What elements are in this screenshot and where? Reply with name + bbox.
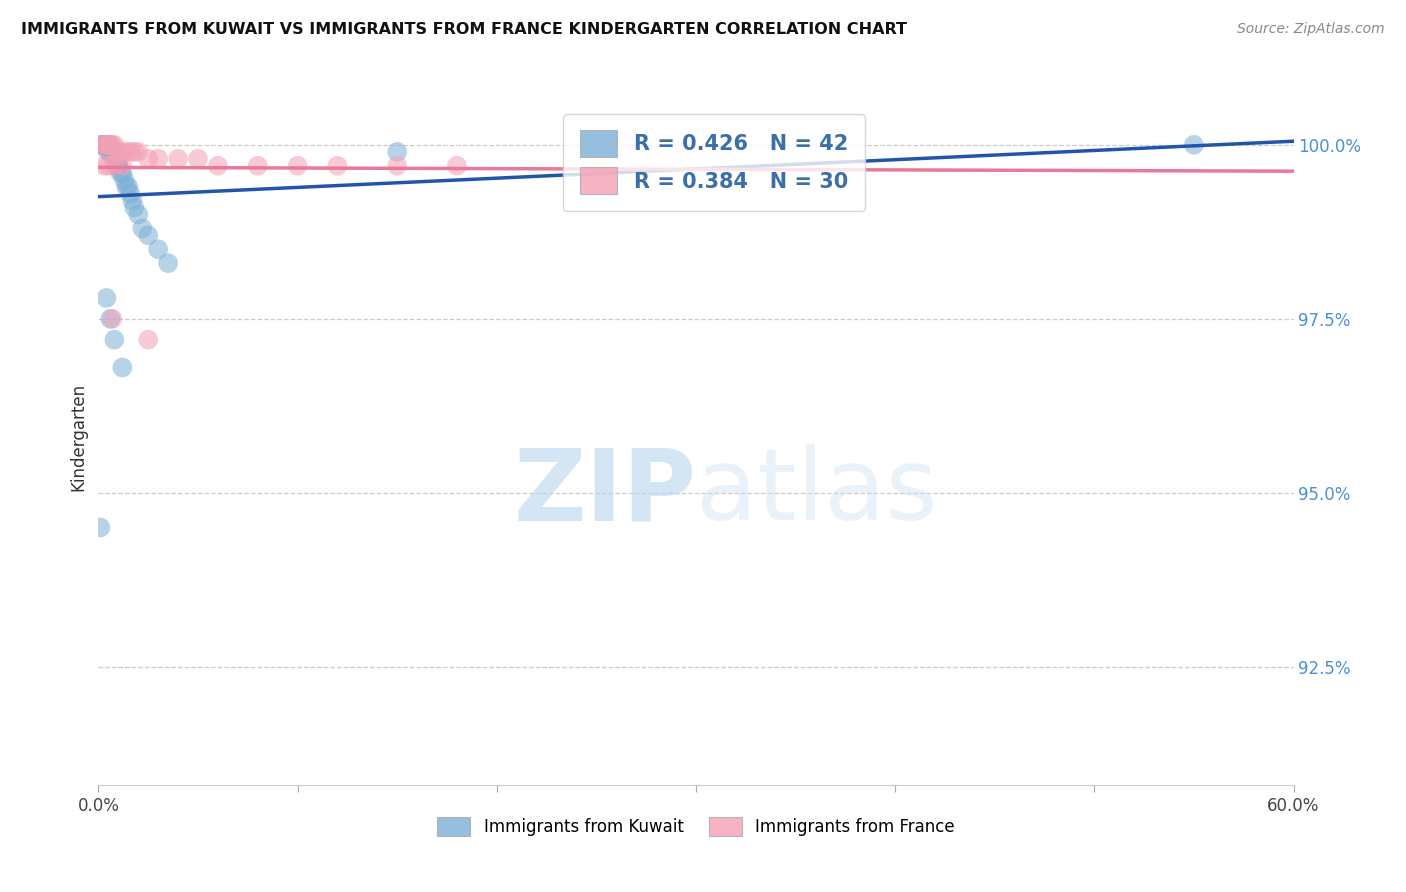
Point bbox=[91, 137, 114, 152]
Point bbox=[111, 166, 134, 180]
Point bbox=[97, 137, 120, 152]
Point bbox=[287, 159, 309, 173]
Point bbox=[124, 145, 146, 159]
Point bbox=[187, 152, 209, 166]
Point bbox=[121, 194, 143, 208]
Point bbox=[103, 333, 125, 347]
Point bbox=[101, 145, 124, 159]
Point bbox=[93, 137, 115, 152]
Point bbox=[107, 145, 129, 159]
Point bbox=[115, 179, 138, 194]
Point bbox=[124, 201, 146, 215]
Point bbox=[101, 311, 124, 326]
Point bbox=[148, 242, 170, 256]
Point bbox=[97, 137, 120, 152]
Point bbox=[148, 152, 170, 166]
Point bbox=[115, 145, 138, 159]
Point bbox=[111, 159, 134, 173]
Point bbox=[96, 137, 118, 152]
Point bbox=[103, 152, 125, 166]
Point bbox=[446, 159, 468, 173]
Point bbox=[89, 520, 111, 534]
Point bbox=[96, 291, 118, 305]
Point bbox=[111, 360, 134, 375]
Point bbox=[103, 145, 125, 159]
Point bbox=[101, 145, 124, 159]
Point bbox=[136, 333, 159, 347]
Point bbox=[326, 159, 349, 173]
Point bbox=[97, 159, 120, 173]
Point bbox=[96, 137, 118, 152]
Point bbox=[111, 145, 134, 159]
Point bbox=[117, 179, 139, 194]
Point bbox=[105, 159, 128, 173]
Point bbox=[96, 137, 118, 152]
Point bbox=[97, 137, 120, 152]
Text: IMMIGRANTS FROM KUWAIT VS IMMIGRANTS FROM FRANCE KINDERGARTEN CORRELATION CHART: IMMIGRANTS FROM KUWAIT VS IMMIGRANTS FRO… bbox=[21, 22, 907, 37]
Point bbox=[136, 152, 159, 166]
Point bbox=[101, 137, 124, 152]
Point bbox=[105, 145, 128, 159]
Point bbox=[110, 166, 132, 180]
Point bbox=[157, 256, 180, 270]
Point bbox=[385, 145, 409, 159]
Point bbox=[97, 145, 120, 159]
Point bbox=[91, 137, 114, 152]
Point bbox=[107, 159, 129, 173]
Point bbox=[105, 152, 128, 166]
Point bbox=[136, 228, 159, 243]
Legend: Immigrants from Kuwait, Immigrants from France: Immigrants from Kuwait, Immigrants from … bbox=[430, 810, 962, 843]
Point bbox=[112, 172, 135, 186]
Point bbox=[93, 159, 115, 173]
Point bbox=[207, 159, 229, 173]
Point bbox=[93, 137, 115, 152]
Point bbox=[385, 159, 409, 173]
Point bbox=[127, 145, 149, 159]
Text: atlas: atlas bbox=[696, 444, 938, 541]
Point bbox=[98, 145, 122, 159]
Point bbox=[98, 137, 122, 152]
Point bbox=[120, 186, 142, 201]
Point bbox=[103, 159, 125, 173]
Text: ZIP: ZIP bbox=[513, 444, 696, 541]
Point bbox=[93, 137, 115, 152]
Text: Source: ZipAtlas.com: Source: ZipAtlas.com bbox=[1237, 22, 1385, 37]
Point bbox=[91, 137, 114, 152]
Point bbox=[131, 221, 153, 235]
Point bbox=[89, 137, 111, 152]
Point bbox=[98, 145, 122, 159]
Point bbox=[120, 145, 142, 159]
Point bbox=[1182, 137, 1205, 152]
Point bbox=[93, 137, 115, 152]
Point bbox=[103, 137, 125, 152]
Point bbox=[127, 207, 149, 221]
Point bbox=[98, 311, 122, 326]
Point bbox=[107, 159, 129, 173]
Point bbox=[96, 137, 118, 152]
Y-axis label: Kindergarten: Kindergarten bbox=[69, 383, 87, 491]
Point bbox=[167, 152, 190, 166]
Point bbox=[246, 159, 269, 173]
